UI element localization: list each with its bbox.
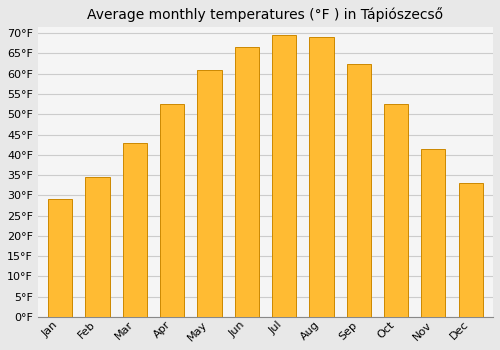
Bar (458, 183, 483, 317)
Bar (346, 64, 371, 317)
Bar (384, 104, 408, 317)
Bar (86, 177, 110, 317)
Bar (48, 199, 72, 317)
Bar (272, 35, 296, 317)
Bar (160, 104, 184, 317)
Bar (198, 70, 222, 317)
Title: Average monthly temperatures (°F ) in Tápiószecső: Average monthly temperatures (°F ) in Tá… (88, 7, 444, 22)
Bar (421, 149, 446, 317)
Bar (310, 37, 334, 317)
Bar (234, 47, 259, 317)
Bar (122, 142, 147, 317)
